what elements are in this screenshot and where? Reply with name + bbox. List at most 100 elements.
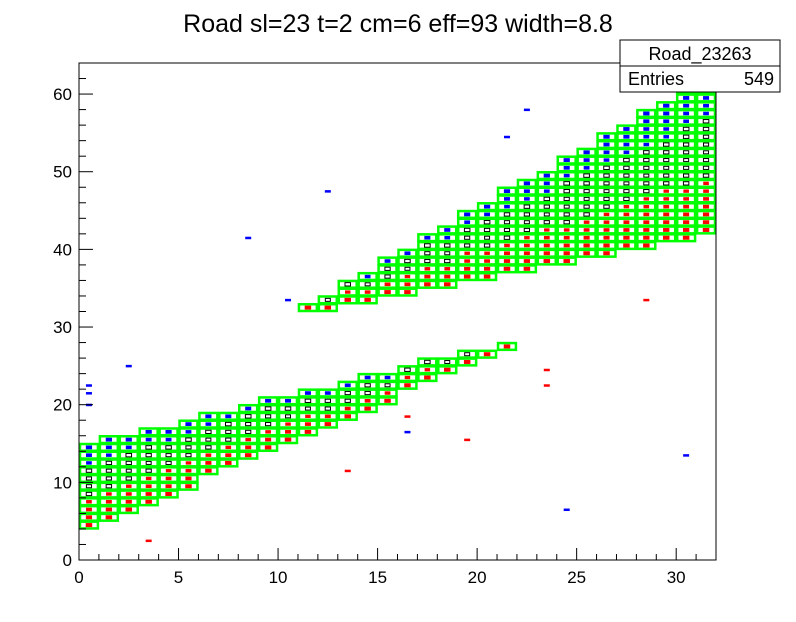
hit-cell-upper xyxy=(703,111,709,116)
y-tick-label: 40 xyxy=(53,240,72,259)
outlier-hit xyxy=(543,368,550,372)
hit-cell-center xyxy=(464,243,471,248)
hit-cell-center xyxy=(543,212,550,217)
hit-cell-center xyxy=(464,352,471,357)
hit-cell-center xyxy=(245,429,252,434)
hit-cell-lower xyxy=(304,429,312,434)
hit-cell-lower xyxy=(106,492,112,496)
hit-cell-center xyxy=(703,150,710,155)
hit-cell-lower xyxy=(265,437,272,442)
hit-cell-lower xyxy=(504,243,510,248)
hit-cell-upper xyxy=(583,150,590,155)
hit-cell-lower xyxy=(504,251,510,256)
hit-cell-lower xyxy=(205,461,212,465)
hit-cell-lower xyxy=(663,204,670,209)
hit-cell-upper xyxy=(384,259,391,263)
hit-cell-center xyxy=(125,468,132,473)
hit-cell-lower xyxy=(304,305,312,310)
hit-cell-center xyxy=(105,476,112,481)
road-box xyxy=(456,209,478,220)
hit-cell-lower xyxy=(145,476,152,481)
hit-cell-center xyxy=(682,134,690,139)
hit-cell-center xyxy=(643,150,650,155)
hit-cell-upper xyxy=(245,406,252,411)
hit-cell-center xyxy=(663,181,670,186)
hit-cell-center xyxy=(85,484,93,489)
hit-cell-center xyxy=(643,189,650,194)
hit-cell-lower xyxy=(583,235,590,240)
hit-cell-lower xyxy=(643,212,650,217)
hit-cell-center xyxy=(125,476,132,481)
hit-cell-lower xyxy=(663,189,669,193)
hit-cell-center xyxy=(563,181,571,186)
hit-cell-lower xyxy=(503,259,511,263)
hit-cell-lower xyxy=(105,515,113,520)
hit-cell-upper xyxy=(603,134,610,139)
hit-cell-center xyxy=(444,243,451,248)
hit-cell-lower xyxy=(145,492,152,496)
hit-cell-lower xyxy=(125,484,132,488)
hit-cell-lower xyxy=(244,453,252,458)
hit-cell-lower xyxy=(563,228,570,232)
stats-entries-value: 549 xyxy=(744,69,774,89)
hit-cell-center xyxy=(523,220,530,225)
x-tick-label: 0 xyxy=(74,568,83,587)
hit-cell-lower xyxy=(404,290,411,295)
hit-cell-center xyxy=(384,266,391,271)
hit-cell-lower xyxy=(264,445,272,450)
x-tick-label: 5 xyxy=(174,568,183,587)
hit-cell-lower xyxy=(483,266,491,271)
hit-cell-center xyxy=(503,212,511,217)
road-box xyxy=(417,357,438,367)
hit-cell-upper xyxy=(185,430,192,434)
hit-cell-center xyxy=(563,204,570,209)
road-box xyxy=(496,341,518,352)
hit-cell-center xyxy=(264,406,272,411)
hit-cell-lower xyxy=(344,290,351,294)
hit-cell-upper xyxy=(185,422,192,426)
road-box xyxy=(437,357,458,367)
outlier-hit xyxy=(523,108,530,112)
hit-cell-center xyxy=(503,227,511,233)
hit-cell-upper xyxy=(563,165,570,170)
hit-cell-lower xyxy=(543,251,550,256)
hit-cell-lower xyxy=(444,267,451,271)
axes-layer: 0 5 10 15 20 25 30 0 10 20 30 40 50 60 xyxy=(53,62,717,587)
hit-cell-upper xyxy=(444,235,451,240)
hit-cell-upper xyxy=(145,429,152,434)
road-box xyxy=(556,155,577,165)
hit-cell-lower xyxy=(623,212,630,217)
hit-cell-center xyxy=(503,235,511,240)
hit-cell-center xyxy=(464,235,471,240)
hit-cell-upper xyxy=(503,189,511,194)
hit-cell-center xyxy=(583,196,590,201)
hit-cell-center xyxy=(663,165,670,170)
hit-cell-upper xyxy=(643,127,650,131)
hit-cell-center xyxy=(603,165,610,171)
stats-histogram-name: Road_23263 xyxy=(648,44,751,65)
hit-cell-center xyxy=(603,181,610,186)
hit-cell-upper xyxy=(663,119,670,124)
road-box xyxy=(357,372,378,383)
hit-cell-lower xyxy=(444,367,451,372)
hit-cell-lower xyxy=(643,228,650,232)
hit-cell-lower xyxy=(643,243,650,248)
hit-cell-center xyxy=(702,119,710,124)
hit-cell-center xyxy=(85,468,93,473)
hit-cell-center xyxy=(682,142,690,147)
hit-cell-center xyxy=(683,165,690,170)
outlier-hit xyxy=(683,454,690,457)
hit-cell-center xyxy=(285,414,292,419)
hit-cell-lower xyxy=(384,290,391,295)
hit-cell-center xyxy=(165,445,172,450)
hit-cell-lower xyxy=(424,282,431,287)
road-box xyxy=(78,442,100,453)
outlier-hits-layer xyxy=(85,108,690,543)
hit-cell-upper xyxy=(464,220,471,224)
hit-cell-center xyxy=(702,165,710,170)
hit-cell-lower xyxy=(483,274,491,279)
hit-cell-center xyxy=(682,173,690,178)
hit-cell-center xyxy=(523,204,531,209)
hit-cell-center xyxy=(663,173,670,178)
hit-cell-center xyxy=(205,445,212,450)
